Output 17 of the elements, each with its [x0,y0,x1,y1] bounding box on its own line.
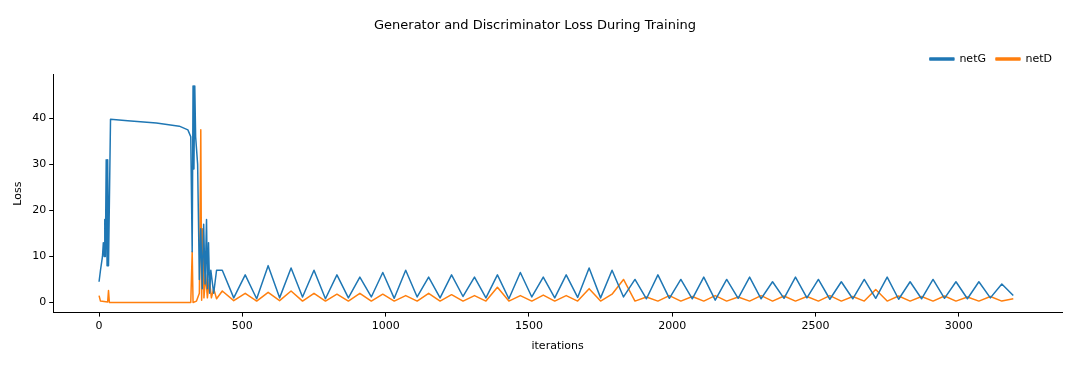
y-tick-label: 40 [32,111,47,125]
y-axis-title: Loss [11,181,25,206]
chart-title: Generator and Discriminator Loss During Training [373,17,697,33]
legend-label: netD [1025,51,1053,65]
x-tick-label: 2000 [658,319,687,333]
x-tick-label: 2500 [801,319,830,333]
x-tick-label: 1500 [514,319,543,333]
legend-label: netG [959,51,986,65]
y-tick-label: 10 [32,249,47,263]
x-tick-label: 1000 [371,319,400,333]
y-tick-label: 20 [32,203,47,217]
y-tick-label: 0 [39,295,47,309]
x-tick-label: 3000 [944,319,973,333]
y-tick-label: 30 [32,157,47,171]
x-axis-title: iterations [531,339,584,353]
x-tick-label: 0 [95,319,103,333]
x-tick-label: 500 [231,319,253,333]
